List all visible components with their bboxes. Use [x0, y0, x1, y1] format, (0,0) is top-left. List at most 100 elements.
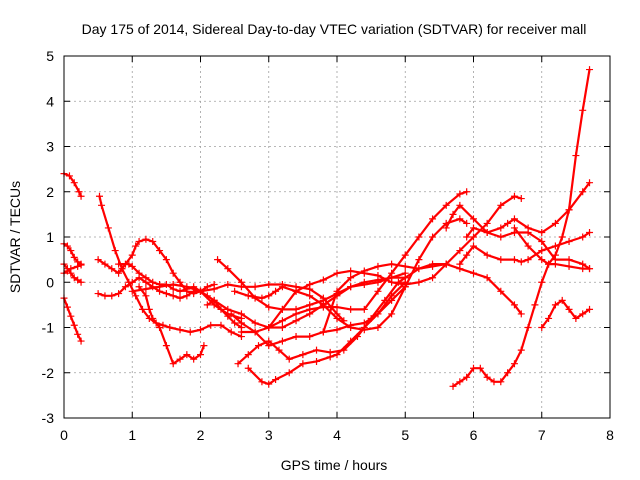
data-point-s18-8 — [306, 310, 314, 318]
data-point-s14-17 — [463, 188, 471, 196]
data-point-s20-1 — [333, 287, 341, 295]
series-line-s13 — [233, 217, 468, 331]
data-point-s6-17 — [227, 328, 235, 336]
data-point-s14-4 — [292, 310, 300, 318]
data-point-s17-2 — [251, 328, 259, 336]
data-point-s26-10 — [579, 188, 587, 196]
series-s22 — [456, 228, 594, 268]
data-point-s13-9 — [333, 314, 341, 322]
data-point-s13-12 — [374, 324, 382, 331]
data-point-s19-4 — [319, 276, 327, 284]
data-point-s8-2 — [108, 292, 116, 300]
data-point-s18-4 — [251, 319, 259, 327]
data-point-s17-9 — [347, 321, 355, 329]
data-point-s21-10 — [565, 256, 573, 264]
data-point-s12-1 — [224, 265, 232, 273]
data-point-s11-6 — [210, 285, 218, 293]
series-line-s14 — [240, 190, 468, 334]
x-tick-label-5: 5 — [401, 427, 409, 443]
data-point-s11-0 — [128, 287, 136, 295]
data-point-s20-9 — [442, 260, 450, 268]
data-point-s14-12 — [401, 251, 409, 259]
data-point-s24-3 — [545, 260, 553, 268]
data-point-s22-2 — [470, 242, 477, 250]
data-point-s4-1 — [63, 303, 71, 311]
data-point-s18-11 — [347, 283, 355, 291]
data-point-s19-8 — [374, 271, 382, 279]
data-point-s16-5 — [299, 360, 307, 368]
data-point-s13-5 — [278, 283, 286, 291]
data-point-s19-2 — [292, 287, 300, 295]
data-point-s17-3 — [265, 342, 273, 350]
data-point-s7-8 — [135, 238, 143, 246]
series-s11 — [128, 281, 348, 325]
data-point-s25-1 — [545, 314, 553, 322]
data-point-s23-20 — [586, 66, 594, 74]
data-point-s10-9 — [190, 355, 198, 363]
data-point-s9-0 — [115, 260, 123, 268]
data-point-s26-4 — [504, 219, 512, 227]
data-point-s23-9 — [510, 360, 518, 368]
data-point-s19-3 — [306, 281, 314, 289]
data-point-s23-12 — [531, 301, 539, 309]
data-point-s11-1 — [142, 285, 150, 293]
y-tick-label-6: 3 — [46, 139, 54, 155]
data-point-s8-13 — [183, 292, 191, 300]
data-point-s17-1 — [237, 319, 245, 327]
y-tick-label-0: -3 — [42, 410, 55, 426]
data-point-s7-12 — [162, 256, 170, 264]
data-point-s9-9 — [176, 287, 184, 295]
series-s26 — [463, 179, 594, 241]
data-point-s21-0 — [442, 224, 450, 232]
y-tick-label-7: 4 — [46, 93, 54, 109]
data-point-s6-12 — [176, 326, 184, 334]
data-point-s21-2 — [456, 201, 464, 209]
data-point-s14-7 — [333, 303, 341, 311]
data-point-s6-3 — [111, 247, 119, 255]
y-tick-label-4: 1 — [46, 229, 54, 245]
data-point-s23-4 — [476, 364, 484, 372]
series-s20 — [319, 260, 525, 336]
data-point-s4-5 — [77, 337, 85, 345]
data-point-s24-1 — [524, 242, 532, 250]
data-point-s26-9 — [565, 206, 573, 214]
data-point-s23-1 — [456, 378, 464, 386]
data-point-s20-13 — [497, 287, 505, 295]
data-point-s6-13 — [186, 328, 194, 336]
data-point-s24-7 — [586, 265, 594, 273]
data-point-s6-15 — [207, 321, 215, 329]
data-point-s19-6 — [347, 267, 355, 275]
data-point-s24-0 — [510, 224, 518, 232]
data-point-s8-11 — [169, 292, 177, 300]
data-point-s23-15 — [551, 251, 559, 259]
series-s8 — [94, 274, 245, 322]
data-point-s16-7 — [326, 353, 334, 361]
series-s14 — [237, 188, 471, 336]
data-point-s25-4 — [565, 305, 573, 313]
chart-title: Day 175 of 2014, Sidereal Day-to-day VTE… — [82, 21, 587, 37]
data-point-s5-3 — [74, 262, 82, 270]
data-point-s16-9 — [347, 337, 355, 345]
data-point-s23-19 — [579, 106, 587, 114]
series-line-s15 — [236, 276, 407, 365]
data-point-s8-3 — [115, 290, 123, 298]
data-point-s23-10 — [517, 346, 525, 354]
data-point-s10-5 — [162, 342, 170, 350]
data-point-s2-2 — [67, 247, 75, 255]
series-line-s20 — [322, 263, 523, 334]
data-point-s22-5 — [510, 256, 518, 264]
data-point-s15-2 — [255, 342, 263, 350]
data-point-s23-5 — [483, 373, 491, 381]
data-point-s13-16 — [429, 233, 437, 241]
data-point-s5-4 — [77, 261, 85, 269]
data-point-s9-13 — [203, 292, 211, 300]
data-point-s6-6 — [132, 292, 140, 300]
tick-marks — [63, 55, 611, 419]
data-point-s26-0 — [463, 233, 471, 241]
data-point-s19-18 — [510, 192, 518, 200]
data-point-s25-0 — [538, 324, 546, 331]
x-tick-label-6: 6 — [470, 427, 478, 443]
data-point-s5-2 — [67, 265, 75, 273]
series-line-s26 — [465, 181, 591, 239]
data-point-s17-6 — [306, 333, 314, 341]
